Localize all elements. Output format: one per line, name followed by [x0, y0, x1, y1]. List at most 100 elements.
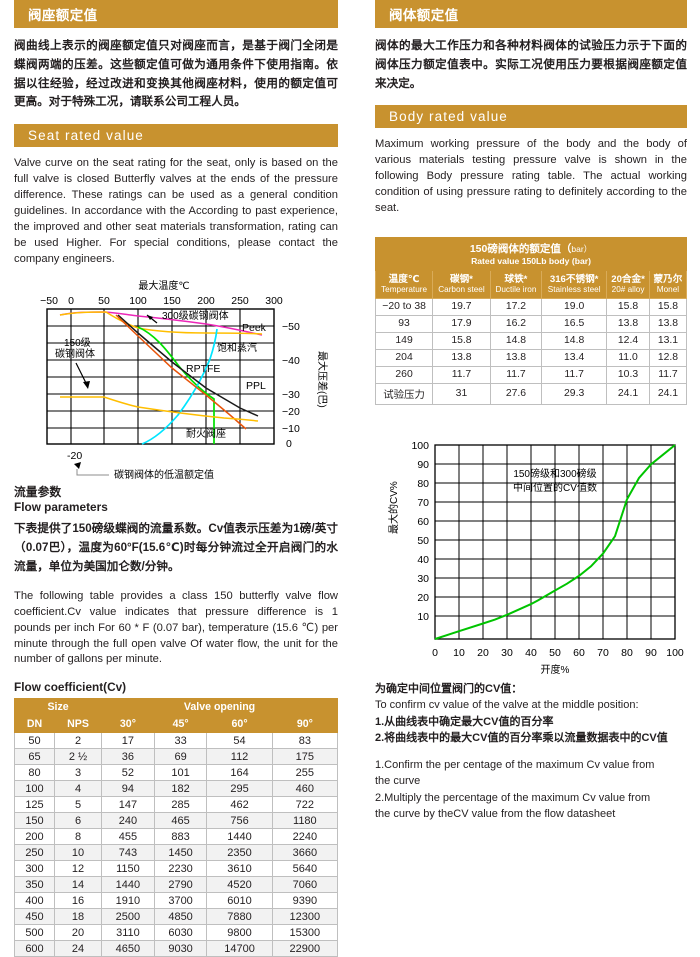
table-cell: 54	[206, 732, 273, 750]
cv-group-opening: Valve opening	[101, 698, 338, 717]
table-cell: 743	[101, 844, 155, 862]
table-cell: 150	[14, 812, 55, 830]
rating-table-title: 150磅阀体的额定值（bar） Rated value 150Lb body (…	[375, 236, 687, 271]
table-cell: 1910	[101, 892, 155, 910]
pt-chart-annotations: 300级碳钢阀体 150级 碳钢阀体 Peek 饱和蒸汽 RPTFE PPL 耐…	[55, 309, 267, 479]
table-cell: 2	[53, 732, 103, 750]
table-cell: 14700	[206, 940, 273, 957]
table-cell: 20	[53, 924, 103, 942]
table-cell: 7880	[206, 908, 273, 926]
svg-text:100: 100	[411, 440, 429, 452]
table-cell: 9030	[153, 940, 208, 957]
table-cell: 2500	[101, 908, 155, 926]
cv-usage-note: 为确定中间位置阀门的CV值： To confirm cv value of th…	[375, 681, 687, 823]
cv-chart-xtitle: 开度%	[541, 663, 570, 676]
table-row: 260 11.7 11.7 11.7 10.3 11.7	[374, 365, 688, 384]
pt-chart-series	[59, 311, 263, 446]
svg-text:30: 30	[417, 573, 429, 585]
table-cell: 13.8	[432, 348, 491, 367]
rating-col-header-3: 316不锈钢* Stainless steel	[541, 269, 608, 299]
svg-text:20: 20	[477, 647, 489, 659]
table-cell: 1440	[101, 876, 155, 894]
svg-text:0: 0	[68, 295, 74, 307]
table-cell: 3110	[101, 924, 155, 942]
table-cell: 175	[271, 748, 339, 766]
table-cell: 2790	[153, 876, 208, 894]
table-cell: 9800	[206, 924, 273, 942]
table-cell: 240	[101, 812, 155, 830]
table-cell: 12300	[271, 908, 339, 926]
cv-col-header-1: NPS	[53, 715, 103, 734]
cv-col-header-5: 90°	[271, 715, 339, 734]
table-cell: 465	[153, 812, 208, 830]
flow-coefficient-table: Size Valve opening DN NPS 30° 45° 60° 90° 50 2…	[13, 698, 339, 957]
table-row: 125 5 147 285 462 722	[14, 796, 339, 814]
table-cell: 11.7	[648, 365, 688, 384]
svg-text:Peek: Peek	[242, 322, 267, 334]
cv-curve-line	[434, 444, 676, 640]
table-cell: 3700	[153, 892, 208, 910]
table-cell: 52	[101, 764, 155, 782]
table-row: 350 14 1440 2790 4520 7060	[14, 876, 339, 894]
cv-percentage-chart: 100 90 80 70 60 50 40 30 20 10 最大的CV%	[375, 429, 687, 677]
svg-text:40: 40	[417, 554, 429, 566]
table-cell: 6030	[153, 924, 208, 942]
table-cell: 255	[271, 764, 339, 782]
table-row: 150 6 240 465 756 1180	[14, 812, 339, 830]
cv-table-body: 50 2 17 33 54 83 65 2 ½ 36 69 112 175 80 3 52 101 164 255…	[14, 732, 339, 957]
table-row: 93 17.9 16.2 16.5 13.8 13.8	[374, 314, 688, 333]
body-rated-value-heading-en: Body rated value	[375, 105, 687, 129]
table-cell: 2230	[153, 860, 208, 878]
table-cell: 16	[53, 892, 103, 910]
table-cell: 33	[153, 732, 208, 750]
svg-text:300: 300	[265, 295, 283, 307]
table-cell: 29.3	[541, 382, 608, 405]
table-row: 600 24 4650 9030 14700 22900	[14, 940, 339, 957]
table-row: 200 8 455 883 1440 2240	[14, 828, 339, 846]
svg-text:10: 10	[453, 647, 465, 659]
table-cell: 10.3	[606, 365, 650, 384]
table-cell: 5	[53, 796, 103, 814]
table-cell: 100	[14, 780, 55, 798]
table-cell: 1180	[271, 812, 339, 830]
right-column: 阀体额定值 阀体的最大工作压力和各种材料阀体的试验压力示于下面的阀体压力额定值表…	[374, 0, 688, 823]
cv-chart-xticks: 0 10 20 30 40 50 60 70 80 90 100	[432, 647, 684, 659]
svg-text:−10: −10	[282, 423, 300, 435]
svg-text:70: 70	[597, 647, 609, 659]
table-cell: 147	[101, 796, 155, 814]
cv-chart-title-line2: 中间位置的CV值数	[513, 481, 597, 494]
svg-text:250: 250	[231, 295, 249, 307]
table-cell: 204	[374, 348, 434, 367]
table-cell: 260	[374, 365, 434, 384]
cv-chart-yticks: 100 90 80 70 60 50 40 30 20 10	[411, 440, 429, 623]
cv-chart-title-line1: 150磅级和300磅级	[513, 467, 596, 480]
svg-text:PPL: PPL	[246, 380, 266, 392]
flow-parameters-title-cn: 流量参数	[14, 485, 62, 500]
svg-text:−40: −40	[282, 355, 300, 367]
svg-text:50: 50	[98, 295, 110, 307]
table-cell: 17	[101, 732, 155, 750]
table-cell: 11.7	[489, 365, 543, 384]
table-cell: 250	[14, 844, 55, 862]
table-cell: 2350	[206, 844, 273, 862]
table-cell: 4520	[206, 876, 273, 894]
body-pressure-rating-table: 150磅阀体的额定值（bar） Rated value 150Lb body (…	[374, 236, 688, 405]
series-rptfe	[117, 314, 259, 418]
table-cell: 12.4	[606, 331, 650, 350]
table-cell: 9390	[271, 892, 339, 910]
note-line-7: 2.Multiply the percentage of the maximum…	[375, 791, 651, 804]
table-cell: 3	[53, 764, 103, 782]
table-cell: 12.8	[648, 348, 688, 367]
rating-col-header-1: 碳钢* Carbon steel	[432, 269, 491, 299]
svg-text:80: 80	[621, 647, 633, 659]
svg-text:100: 100	[666, 647, 684, 659]
svg-text:−50: −50	[40, 295, 58, 307]
table-row: 450 18 2500 4850 7880 12300	[14, 908, 339, 926]
table-row: 500 20 3110 6030 9800 15300	[14, 924, 339, 942]
note-line-4: 2.将曲线表中的最大CV值的百分率乘以流量数据表中的CV值	[375, 732, 668, 745]
svg-text:10: 10	[417, 611, 429, 623]
body-rated-value-body-en: Maximum working pressure of the body and…	[375, 138, 687, 214]
table-cell: 19.0	[541, 297, 608, 316]
table-cell: 14.8	[541, 331, 608, 350]
table-cell: 24	[53, 940, 103, 957]
